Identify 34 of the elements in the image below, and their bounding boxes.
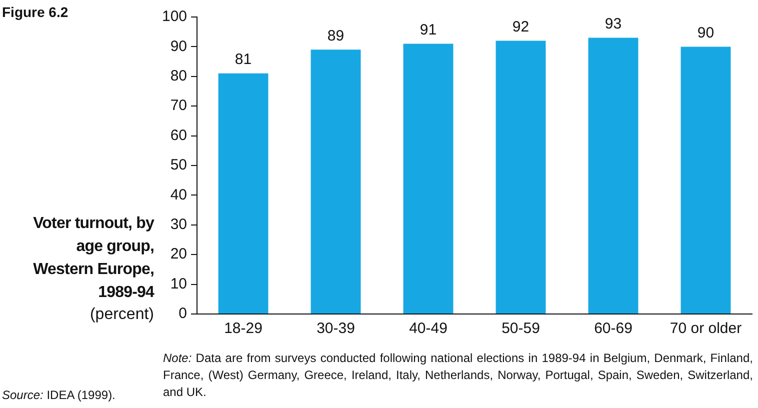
bar xyxy=(403,44,454,314)
y-tick-label: 30 xyxy=(170,216,188,234)
data-label: 89 xyxy=(327,27,344,44)
x-tick-label: 50-59 xyxy=(502,320,540,338)
data-label: 81 xyxy=(234,51,252,68)
data-label: 93 xyxy=(604,15,622,32)
y-tick-label: 0 xyxy=(178,305,188,322)
bar xyxy=(310,50,361,314)
bar xyxy=(680,46,731,314)
y-tick-label: 40 xyxy=(170,186,188,204)
bar xyxy=(496,40,546,314)
y-tick-label: 50 xyxy=(170,156,188,174)
text: Voter turnout, by age group, Western Europe, 1989-94 xyxy=(32,214,154,303)
data-label: 92 xyxy=(512,18,530,36)
y-tick-label: 90 xyxy=(170,38,188,55)
y-tick-label: 80 xyxy=(170,68,188,85)
x-tick-label: 18-29 xyxy=(224,320,262,338)
x-tick-label: 60-69 xyxy=(594,320,632,338)
y-tick-label: 70 xyxy=(170,97,188,114)
source-note: Source: IDEA (1999). xyxy=(2,388,116,402)
text: Note: Data are from surveys conducted following national elections in 1989-94 in Belgium, Denmark, Finland, France, (West) Germany, Greece, Ireland, Italy, Netherlands, Norway, Portugal, Spain, Sweden, Switzerland, and UK. xyxy=(163,350,753,401)
x-tick-label: 30-39 xyxy=(316,320,355,338)
x-tick-label: 70 or older xyxy=(670,320,742,338)
x-tick-label: 40-49 xyxy=(409,320,448,338)
text: (percent) xyxy=(88,305,154,325)
y-tick-label: 60 xyxy=(170,126,188,144)
y-tick-label: 10 xyxy=(170,275,188,292)
y-tick-label: 100 xyxy=(162,8,188,26)
y-tick-label: 20 xyxy=(170,246,188,263)
bar xyxy=(588,38,638,314)
bar xyxy=(218,73,268,314)
data-label: 91 xyxy=(420,21,437,38)
caption: Figure 6.2 xyxy=(2,4,68,20)
data-label: 90 xyxy=(697,24,714,42)
